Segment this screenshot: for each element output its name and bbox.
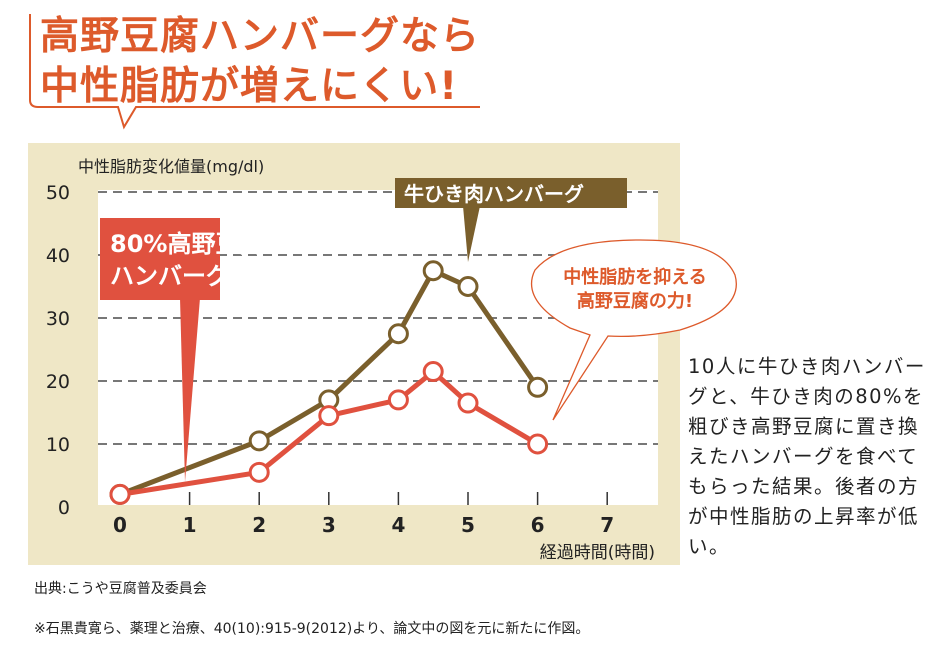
y-tick-label: 10 bbox=[46, 434, 70, 456]
series-beef bbox=[109, 260, 549, 505]
source-footnote: 出典:こうや豆腐普及委員会 bbox=[34, 581, 207, 597]
citation-footnote: ※石黒貴寛ら、薬理と治療、40(10):915-9(2012)より、論文中の図を… bbox=[34, 621, 590, 637]
headline-line-2: 中性脂肪が増えにくい! bbox=[40, 64, 459, 109]
y-tick-label: 40 bbox=[46, 245, 70, 267]
tofu-callout: 80%高野豆腐 ハンバーグ bbox=[100, 218, 263, 482]
y-tick-label: 20 bbox=[46, 371, 70, 393]
x-tick-label: 7 bbox=[600, 513, 614, 537]
beef-label: 牛ひき肉ハンバーグ bbox=[404, 182, 584, 206]
data-point bbox=[422, 260, 444, 282]
y-tick-label: 30 bbox=[46, 308, 70, 330]
x-tick-label: 5 bbox=[461, 513, 475, 537]
x-tick-label: 4 bbox=[391, 513, 405, 537]
y-axis-label: 中性脂肪変化値量(mg/dl) bbox=[78, 157, 264, 176]
data-point bbox=[527, 376, 549, 398]
y-tick-label: 0 bbox=[58, 497, 70, 519]
y-tick-label: 50 bbox=[46, 182, 70, 204]
beef-callout: 牛ひき肉ハンバーグ bbox=[395, 178, 627, 262]
headline-line-1: 高野豆腐ハンバーグなら bbox=[40, 14, 481, 59]
tofu-label-line-2: ハンバーグ bbox=[110, 262, 230, 290]
x-tick-label: 0 bbox=[113, 513, 127, 537]
data-point bbox=[422, 361, 444, 383]
bubble-line-1: 中性脂肪を抑える bbox=[563, 266, 706, 288]
data-point bbox=[457, 392, 479, 414]
x-tick-label: 3 bbox=[322, 513, 336, 537]
speech-bubble: 中性脂肪を抑える 高野豆腐の力! bbox=[530, 239, 737, 421]
headline: 高野豆腐ハンバーグなら 中性脂肪が増えにくい! bbox=[40, 12, 480, 112]
x-tick-label: 6 bbox=[531, 513, 545, 537]
series-tofu bbox=[109, 361, 549, 505]
description: 10人に牛ひき肉ハンバーグと、牛ひき肉の80%を粗びき高野豆腐に置き換えたハンバ… bbox=[688, 355, 926, 558]
data-point bbox=[387, 323, 409, 345]
data-point bbox=[387, 389, 409, 411]
data-point bbox=[248, 461, 270, 483]
tofu-label-line-1: 80%高野豆腐 bbox=[110, 230, 263, 258]
data-point bbox=[318, 405, 340, 427]
bubble-line-2: 高野豆腐の力! bbox=[577, 290, 693, 312]
x-tick-label: 1 bbox=[183, 513, 197, 537]
data-point bbox=[457, 276, 479, 297]
x-tick-label: 2 bbox=[252, 513, 266, 537]
x-axis-label: 経過時間(時間) bbox=[540, 543, 655, 563]
data-point bbox=[248, 430, 270, 452]
data-point bbox=[109, 483, 131, 505]
data-point bbox=[527, 433, 549, 455]
